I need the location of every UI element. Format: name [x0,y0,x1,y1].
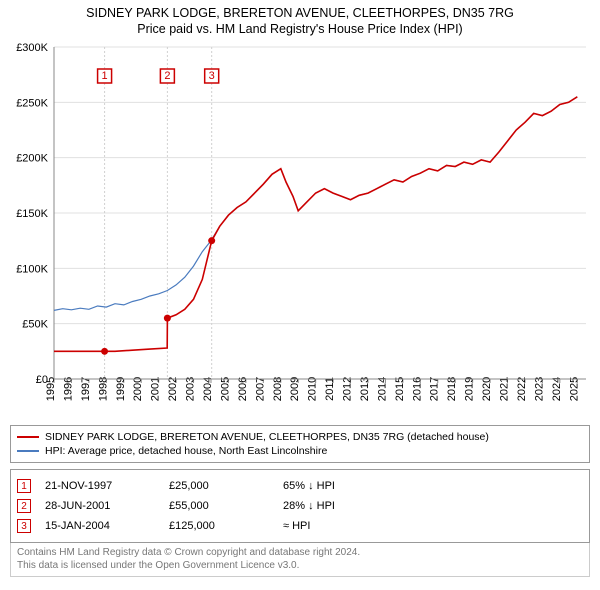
event-point [164,315,171,322]
x-tick-label: 2002 [167,377,179,401]
y-tick-label: £300K [16,42,48,54]
x-tick-label: 2011 [324,377,336,401]
attribution: Contains HM Land Registry data © Crown c… [10,543,590,577]
property-line [54,97,577,351]
x-tick-label: 2020 [481,377,493,401]
x-tick-label: 1997 [80,377,92,401]
event-row: 3 15-JAN-2004 £125,000 ≈ HPI [17,516,583,536]
event-row: 1 21-NOV-1997 £25,000 65% ↓ HPI [17,476,583,496]
x-tick-label: 2010 [307,377,319,401]
event-marker-number: 2 [164,70,170,82]
chart-title: SIDNEY PARK LODGE, BRERETON AVENUE, CLEE… [10,6,590,37]
event-date: 15-JAN-2004 [45,520,155,532]
legend-row: SIDNEY PARK LODGE, BRERETON AVENUE, CLEE… [17,430,583,444]
event-row: 2 28-JUN-2001 £55,000 28% ↓ HPI [17,496,583,516]
event-marker: 2 [17,499,31,513]
x-tick-label: 2005 [219,377,231,401]
x-tick-label: 2015 [394,377,406,401]
event-price: £25,000 [169,480,269,492]
legend-swatch [17,436,39,438]
y-tick-label: £100K [16,264,48,276]
event-date: 21-NOV-1997 [45,480,155,492]
y-tick-label: £250K [16,98,48,110]
event-price: £55,000 [169,500,269,512]
x-tick-label: 2008 [272,377,284,401]
chart-container: £0£50K£100K£150K£200K£250K£300K199519961… [10,41,590,419]
event-relation: 65% ↓ HPI [283,480,583,492]
x-tick-label: 2021 [499,377,511,401]
y-tick-label: £50K [22,319,48,331]
x-tick-label: 2000 [132,377,144,401]
x-tick-label: 1999 [115,377,127,401]
event-point [208,237,215,244]
x-tick-label: 2025 [568,377,580,401]
x-tick-label: 2018 [446,377,458,401]
x-tick-label: 2012 [342,377,354,401]
y-tick-label: £200K [16,153,48,165]
event-marker-number: 3 [209,70,215,82]
legend-swatch [17,450,39,452]
event-relation: 28% ↓ HPI [283,500,583,512]
event-relation: ≈ HPI [283,520,583,532]
x-tick-label: 2017 [429,377,441,401]
attribution-line2: This data is licensed under the Open Gov… [17,560,299,571]
event-marker-number: 1 [102,70,108,82]
legend-label: HPI: Average price, detached house, Nort… [45,445,327,457]
x-tick-label: 2023 [533,377,545,401]
event-price: £125,000 [169,520,269,532]
x-tick-label: 2019 [464,377,476,401]
event-marker: 3 [17,519,31,533]
x-tick-label: 2022 [516,377,528,401]
legend-label: SIDNEY PARK LODGE, BRERETON AVENUE, CLEE… [45,431,489,443]
y-tick-label: £150K [16,208,48,220]
x-tick-label: 1995 [45,377,57,401]
x-tick-label: 1998 [97,377,109,401]
x-tick-label: 2001 [150,377,162,401]
event-point [101,348,108,355]
price-chart: £0£50K£100K£150K£200K£250K£300K199519961… [10,41,590,419]
x-tick-label: 2004 [202,377,214,401]
legend-row: HPI: Average price, detached house, Nort… [17,444,583,458]
title-line2: Price paid vs. HM Land Registry's House … [137,22,462,36]
event-marker: 1 [17,479,31,493]
x-tick-label: 1996 [62,377,74,401]
hpi-line [54,97,577,311]
attribution-line1: Contains HM Land Registry data © Crown c… [17,547,360,558]
x-tick-label: 2014 [376,377,388,401]
x-tick-label: 2016 [411,377,423,401]
events-table: 1 21-NOV-1997 £25,000 65% ↓ HPI 2 28-JUN-2001… [10,469,590,543]
x-tick-label: 2024 [551,377,563,401]
event-date: 28-JUN-2001 [45,500,155,512]
page-root: SIDNEY PARK LODGE, BRERETON AVENUE, CLEE… [0,0,600,590]
x-tick-label: 2003 [185,377,197,401]
x-tick-label: 2006 [237,377,249,401]
title-line1: SIDNEY PARK LODGE, BRERETON AVENUE, CLEE… [86,6,514,20]
legend: SIDNEY PARK LODGE, BRERETON AVENUE, CLEE… [10,425,590,463]
x-tick-label: 2007 [254,377,266,401]
x-tick-label: 2009 [289,377,301,401]
x-tick-label: 2013 [359,377,371,401]
